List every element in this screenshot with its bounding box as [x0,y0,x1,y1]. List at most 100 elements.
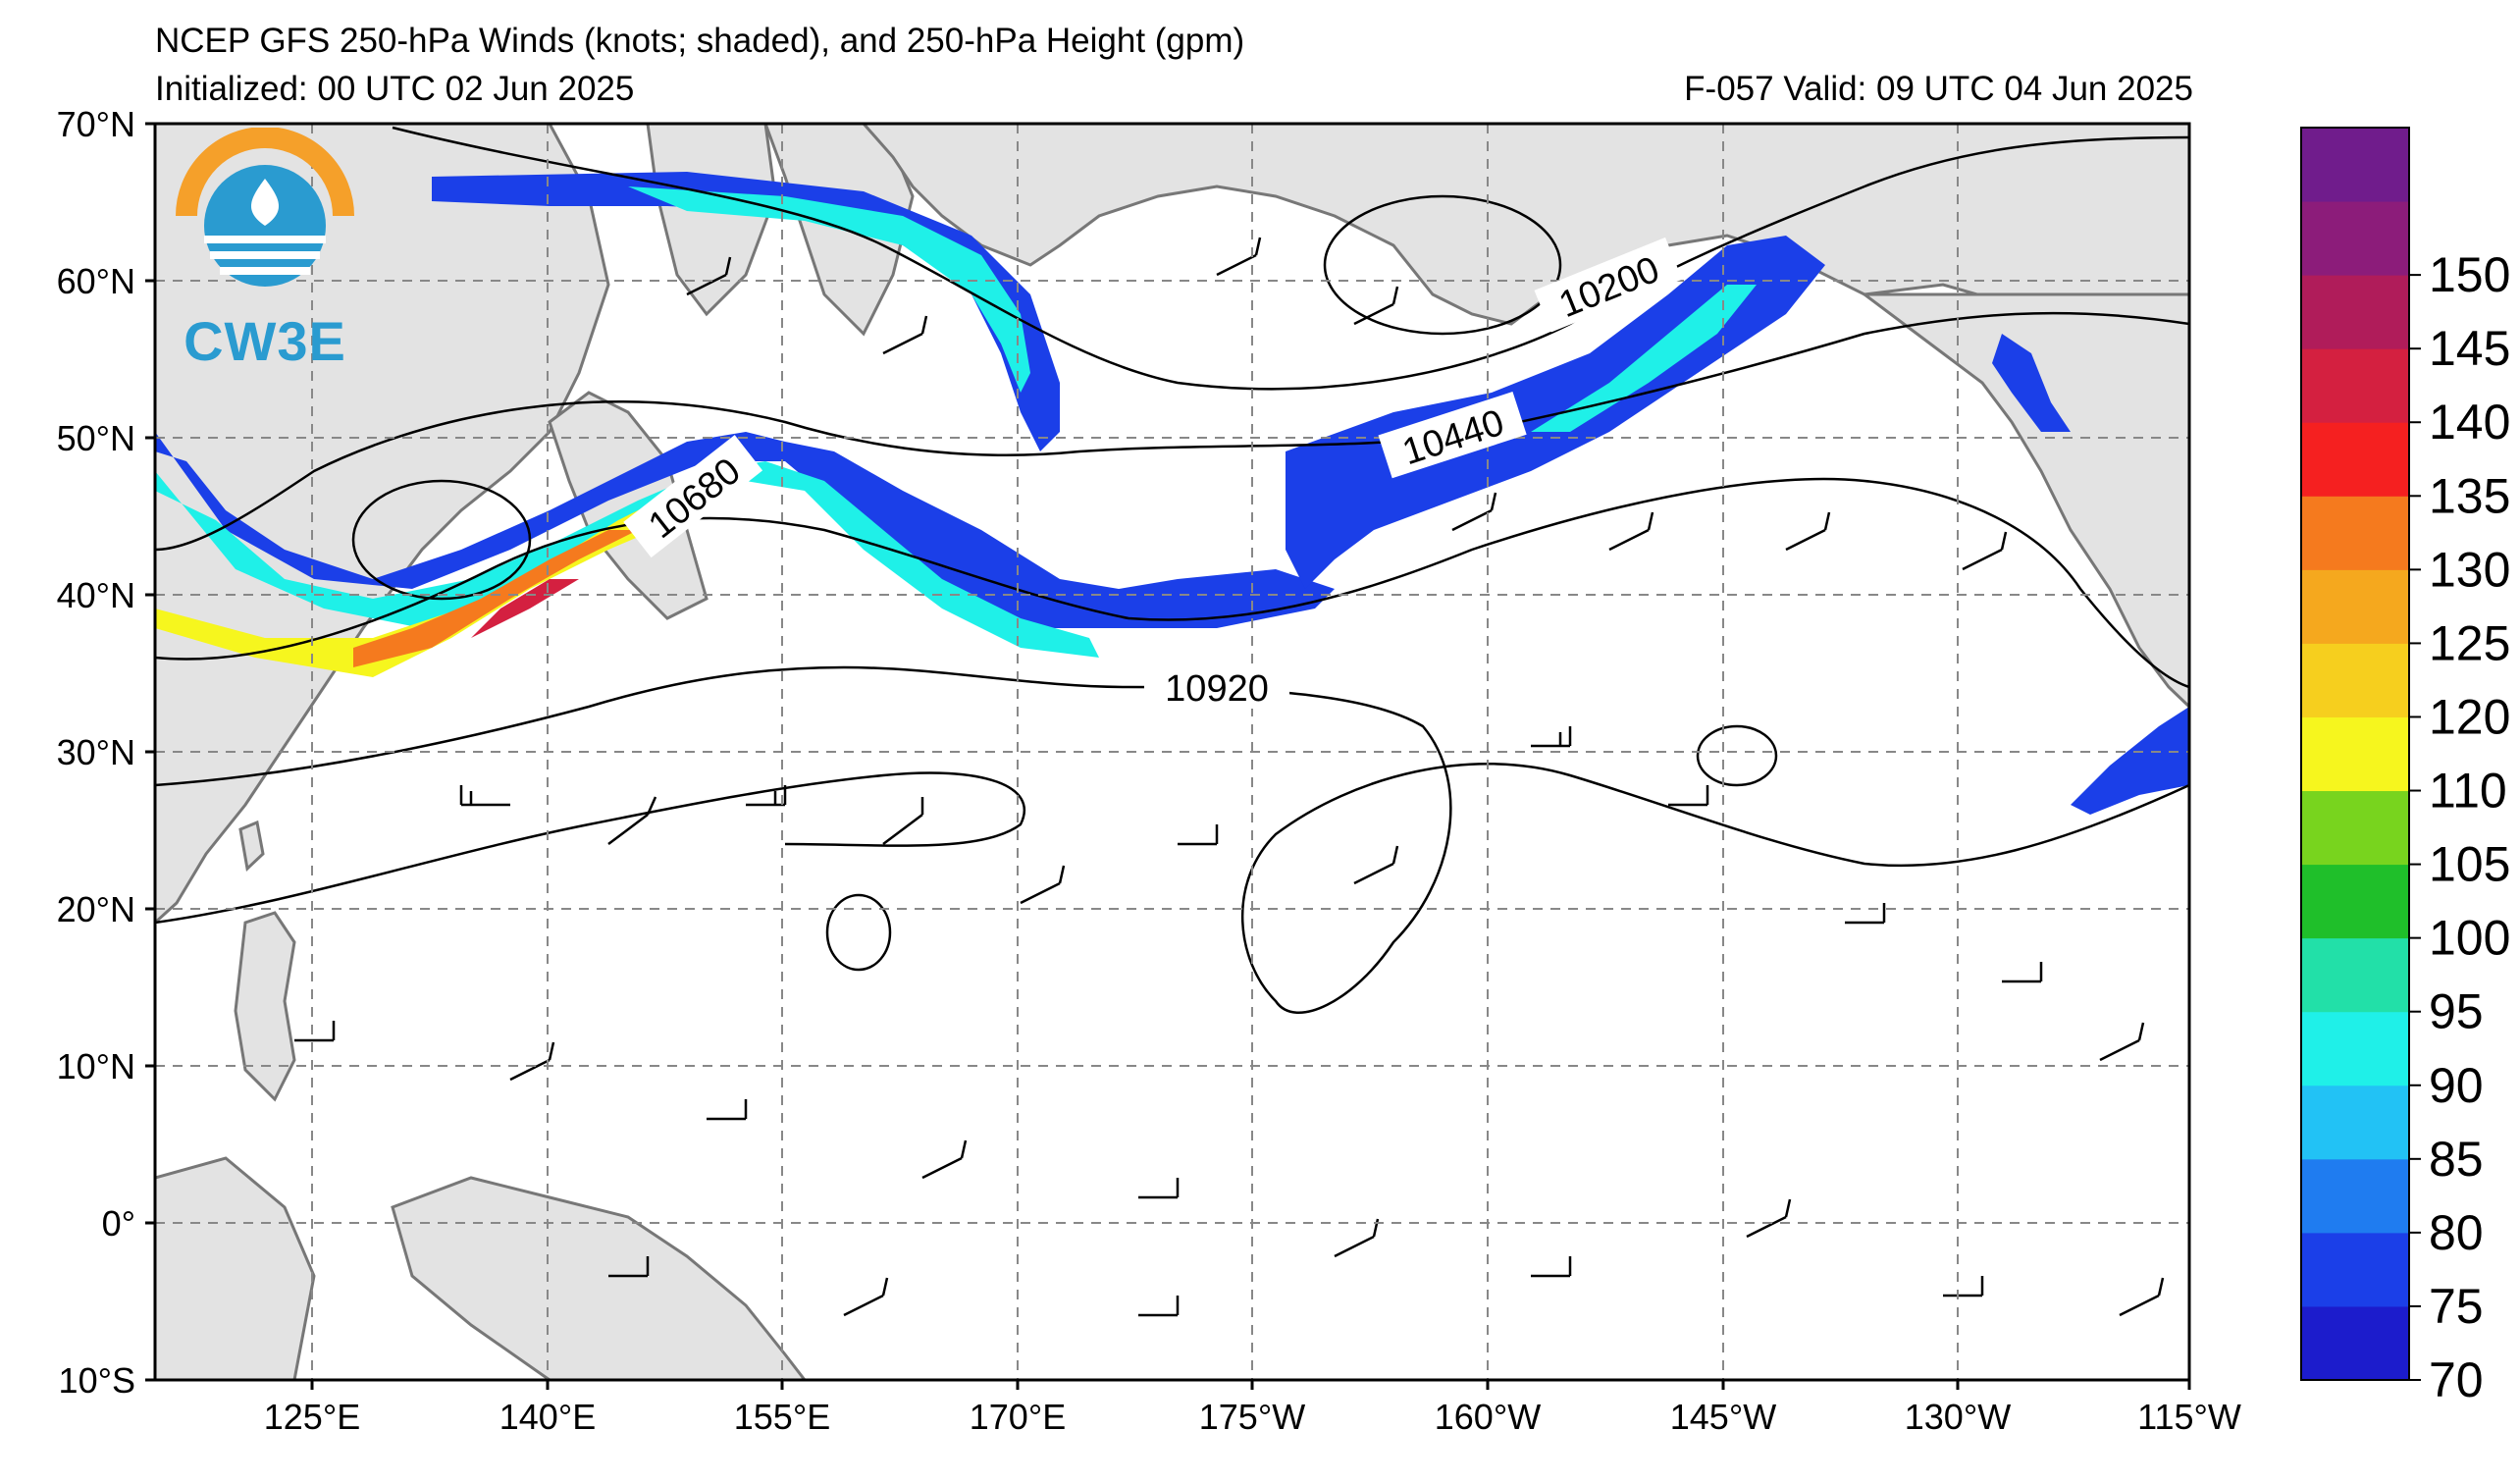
colorbar-label: 80 [2429,1205,2484,1260]
wind-barb [1020,865,1066,905]
map-title: NCEP GFS 250-hPa Winds (knots; shaded), … [155,22,1245,60]
closed-high-west [825,893,892,972]
jet-north-arc-inner [628,186,1030,393]
wind-barbs [294,237,2165,1317]
wind-barb [459,785,510,807]
contour-10680 [155,477,2189,689]
contour-10200 [392,126,2189,391]
latitude-labels: 70°N 60°N 50°N 40°N 30°N 20°N 10°N 0° 10… [57,104,135,1401]
lon-label: 170°E [970,1397,1066,1437]
colorbar-label: 100 [2429,911,2510,966]
colorbar-bin [2301,790,2409,866]
lon-label: 130°W [1905,1397,2011,1437]
colorbar-label: 125 [2429,615,2510,670]
graticule [155,124,2189,1380]
wind-barb [1138,1178,1180,1199]
colorbar-bin [2301,1232,2409,1307]
axis-ticks [145,122,2191,1390]
lon-label: 175°W [1199,1397,1305,1437]
colorbar-label: 120 [2429,689,2510,744]
colorbar-bin [2301,496,2409,570]
colorbar-frame [2300,127,2410,1381]
wind-barb [686,256,732,296]
colorbar-label: 75 [2429,1279,2484,1334]
wind-barb [1943,1276,1984,1298]
colorbar-bin [2301,1085,2409,1160]
contour-south [155,771,1026,925]
lon-label: 145°W [1670,1397,1776,1437]
lat-label: 30°N [57,732,135,772]
colorbar-label: 90 [2429,1058,2484,1113]
colorbar-label: 110 [2429,764,2507,819]
colorbar-bin [2301,201,2409,276]
valid-time: F-057 Valid: 09 UTC 04 Jun 2025 [1684,70,2193,108]
wind-barb [2002,962,2043,983]
colorbar-bin [2301,864,2409,939]
lat-label: 10°N [57,1046,135,1086]
wind-barb [707,1099,748,1121]
sea-of-okhotsk-land [646,124,777,317]
lat-label: 40°N [57,575,135,615]
wind-barb [294,1021,336,1042]
wind-barb [1353,845,1399,885]
colorbar-bin [2301,422,2409,497]
wind-barb [1746,1198,1792,1239]
taiwan [238,820,265,872]
wind-barb [1531,1256,1572,1278]
colorbar-label: 135 [2429,468,2510,523]
jet-aleutian-inner [1531,285,1757,432]
closed-low-north [1323,194,1562,336]
closed-high-east [1696,724,1778,787]
colorbar-bin [2301,1305,2409,1381]
wind-speed-colorbar: 70 75 80 85 90 95 100 105 110 120 125 130 135 140 145 1… [2300,127,2510,1407]
wind-barb [608,1256,650,1278]
colorbar-label: 150 [2429,247,2510,302]
new-guinea [391,1176,807,1380]
north-america [1860,292,2189,710]
cw3e-logo: CW3E [167,127,363,383]
colorbar-bin [2301,1158,2409,1234]
lon-label: 125°E [264,1397,360,1437]
jet-main-90kt [155,461,1099,658]
colorbar-label: 70 [2429,1352,2484,1407]
initialized-time: Initialized: 00 UTC 02 Jun 2025 [155,70,635,108]
colorbar-bin [2301,937,2409,1013]
wind-barb [1962,531,2008,571]
wind-barb [1845,903,1886,925]
longitude-labels: 125°E 140°E 155°E 170°E 175°W 160°W 145°… [264,1397,2241,1437]
logo-text: CW3E [184,310,346,372]
jet-southeast [2071,707,2189,815]
colorbar-bin [2301,569,2409,644]
lon-label: 160°W [1435,1397,1541,1437]
closed-low-asia [351,479,532,601]
logo-mark [176,127,354,287]
jet-main-80kt [155,432,1335,628]
wind-barb [1353,286,1399,326]
lat-label: 70°N [57,104,135,144]
wind-barb [882,797,924,845]
wind-barb [1216,237,1262,277]
colorbar-bin [2301,128,2409,202]
wind-barb [1668,785,1709,807]
wind-barb [509,1041,555,1082]
land-masses [155,124,2189,1380]
lat-label: 50°N [57,418,135,458]
colorbar-label: 105 [2429,837,2510,892]
wind-barb [746,785,787,807]
colorbar-bin [2301,1011,2409,1086]
wind-barb [607,796,657,845]
lat-label: 20°N [57,889,135,929]
lon-label: 140°E [499,1397,596,1437]
lon-label: 115°W [2137,1397,2241,1437]
height-contours [155,126,2189,1014]
wind-barb [1785,511,1831,552]
jet-shading [155,172,2189,815]
colorbar-label: 140 [2429,395,2510,450]
wind-barb [921,1139,968,1180]
wind-barb [2099,1022,2145,1062]
wind-barb [1531,726,1572,748]
wind-barb [882,315,928,355]
colorbar-label: 145 [2429,321,2510,376]
contour-10440 [155,311,2189,552]
